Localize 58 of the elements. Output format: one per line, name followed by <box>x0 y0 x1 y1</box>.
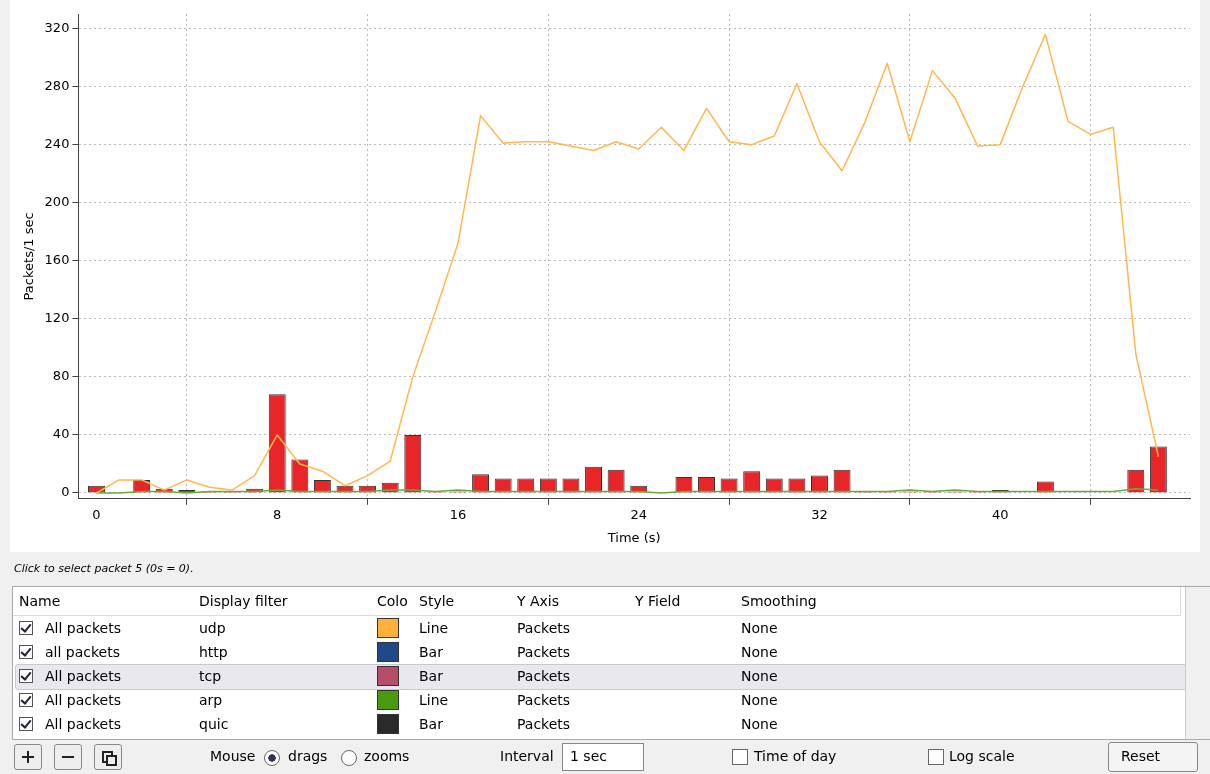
y-tick-label: 120 <box>44 310 70 326</box>
y-tick-label: 80 <box>52 368 70 384</box>
text: Reset <box>1121 748 1161 764</box>
y-tick-label: 240 <box>44 136 70 152</box>
text: Interval <box>500 748 554 764</box>
text: Time of day <box>754 748 837 764</box>
y-tick-label: 280 <box>44 77 70 93</box>
text: tcp <box>199 667 222 686</box>
text: 1 sec <box>570 748 607 764</box>
y-tick-label: 40 <box>52 426 70 442</box>
text: Packets <box>517 715 571 734</box>
text: None <box>741 715 778 734</box>
text: None <box>741 691 778 710</box>
x-tick-label: 0 <box>92 506 101 522</box>
x-tick-label: 24 <box>630 506 647 522</box>
y-tick-label: 160 <box>44 252 70 268</box>
text: arp <box>199 691 223 710</box>
text: all packets <box>45 643 120 662</box>
x-tick-label: 8 <box>273 506 282 522</box>
y-tick-label: 320 <box>44 19 70 35</box>
text: zooms <box>364 748 410 764</box>
y-axis-title: Packets/1 sec <box>21 212 37 301</box>
y-tick-label: 200 <box>44 194 70 210</box>
text: Line <box>419 619 449 638</box>
text: Y Axis <box>511 587 635 616</box>
text: Bar <box>419 667 443 686</box>
text: Line <box>419 691 449 710</box>
text: Packets <box>517 619 571 638</box>
x-tick-label: 32 <box>811 506 828 522</box>
text: None <box>741 619 778 638</box>
text: Style <box>413 587 517 616</box>
text: Packets <box>517 667 571 686</box>
text: Colo <box>371 587 419 616</box>
text: All packets <box>45 715 121 734</box>
text: Mouse <box>210 748 256 764</box>
text: Bar <box>419 643 443 662</box>
text: Name <box>13 587 199 616</box>
text: None <box>741 667 778 686</box>
x-tick-label: 16 <box>449 506 467 522</box>
text: All packets <box>45 667 121 686</box>
text: Packets <box>517 691 571 710</box>
text: Click to select packet 5 (0s = 0). <box>14 562 194 575</box>
text: quic <box>199 715 229 734</box>
text: drags <box>288 748 328 764</box>
text: Bar <box>419 715 443 734</box>
text: Display filter <box>193 587 377 616</box>
text: Log scale <box>949 748 1015 764</box>
text: Smoothing <box>735 587 1181 616</box>
text: Packets <box>517 643 571 662</box>
x-tick-label: 40 <box>991 506 1009 522</box>
text: All packets <box>45 691 121 710</box>
x-axis-title: Time (s) <box>606 529 661 545</box>
text: None <box>741 643 778 662</box>
y-tick-label: 0 <box>61 484 70 500</box>
text: http <box>199 643 228 662</box>
text: All packets <box>45 619 121 638</box>
text: Y Field <box>629 587 741 616</box>
text: udp <box>199 619 226 638</box>
